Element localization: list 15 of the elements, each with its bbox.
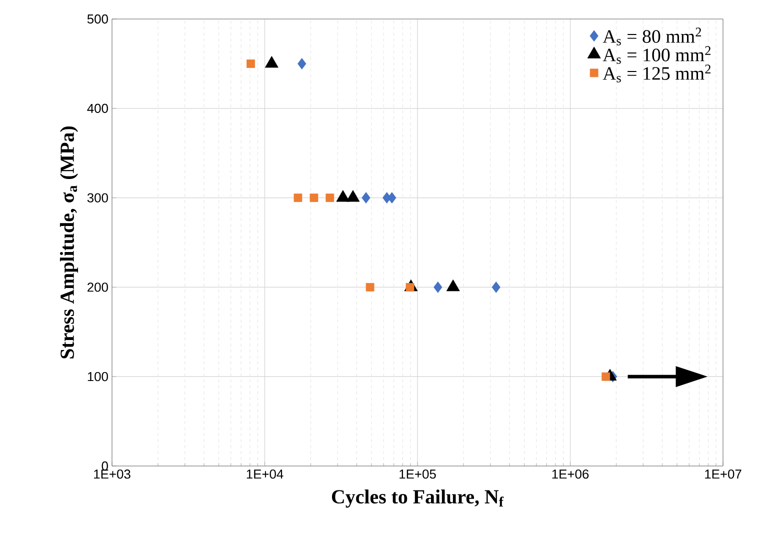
legend-label: A$_{s}$ = 125 mm$^{2}$: [602, 64, 710, 82]
x-tick-label: 1E+07: [705, 470, 742, 479]
y-axis-title: Stress Amplitude, σ$_{a}$ (MPa): [60, 126, 78, 358]
x-axis-title: Cycles to Failure, N$_{f}$: [332, 490, 504, 508]
x-tick-label: 1E+03: [94, 470, 130, 479]
legend-label: A$_{s}$ = 80 mm$^{2}$: [602, 28, 702, 46]
y-tick-label: 400: [87, 104, 108, 113]
y-tick-label: 200: [88, 282, 108, 292]
x-tick-label: 1E+04: [246, 470, 284, 479]
y-tick-label: 100: [88, 372, 108, 382]
y-tick-label: 500: [87, 14, 108, 24]
legend-label: A$_{s}$ = 100 mm$^{2}$: [602, 46, 710, 64]
x-tick-label: 1E+06: [552, 470, 589, 479]
y-tick-label: 300: [87, 193, 108, 202]
x-tick-label: 1E+05: [400, 470, 436, 479]
